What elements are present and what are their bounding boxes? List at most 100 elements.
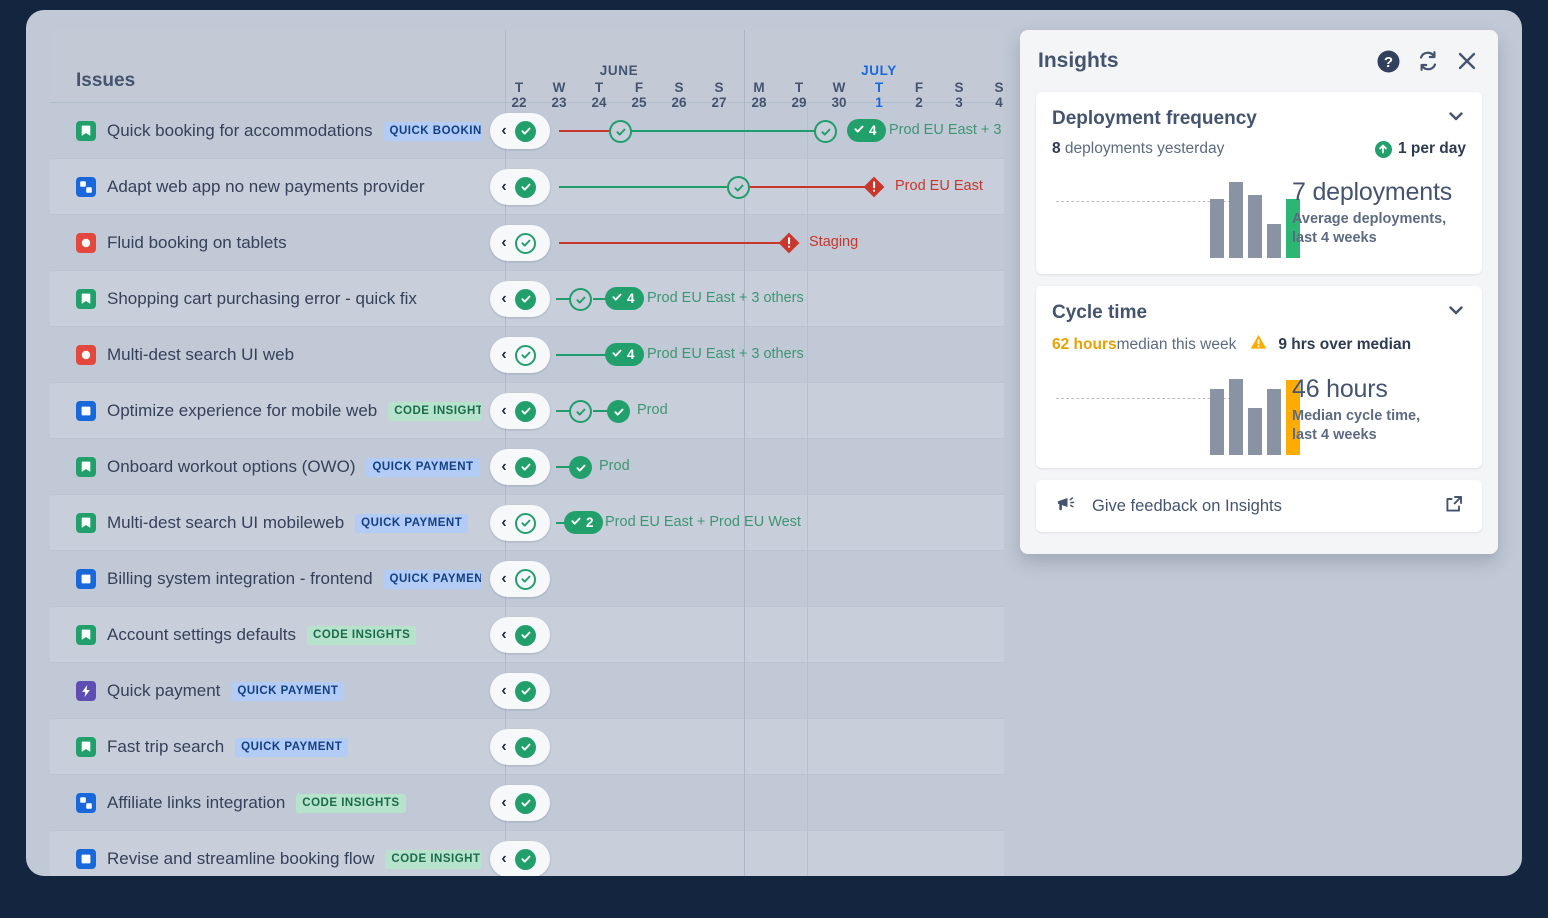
give-feedback-button[interactable]: Give feedback on Insights [1036, 480, 1482, 532]
close-icon[interactable] [1456, 50, 1478, 72]
issue-summary-cell[interactable]: Fluid booking on tablets [50, 215, 481, 271]
card-deployment-frequency[interactable]: Deployment frequency 8 deployments yeste… [1036, 92, 1482, 274]
chevron-left-icon[interactable]: ‹ [501, 570, 507, 587]
issue-bar-pill[interactable]: ‹ [490, 617, 550, 653]
chevron-down-icon[interactable] [1446, 300, 1466, 325]
issue-label-chip[interactable]: QUICK PAYMENT [355, 513, 469, 533]
chevron-left-icon[interactable]: ‹ [501, 682, 507, 699]
timeline-lane: ‹ [481, 607, 1004, 663]
table-row[interactable]: Revise and streamline booking flow CODE I… [50, 831, 1004, 876]
status-done-icon [515, 624, 536, 646]
deployment-marker[interactable] [814, 120, 837, 143]
table-row[interactable]: Billing system integration - frontend QUI… [50, 551, 1004, 607]
external-link-icon[interactable] [1444, 494, 1464, 519]
issue-summary-cell[interactable]: Multi-dest search UI web [50, 327, 481, 383]
chevron-left-icon[interactable]: ‹ [501, 458, 507, 475]
issue-bar-pill[interactable]: ‹ [490, 449, 550, 485]
table-row[interactable]: Quick booking for accommodations QUICK BO… [50, 103, 1004, 159]
refresh-icon[interactable] [1417, 50, 1439, 72]
issue-bar-pill[interactable]: ‹ [490, 729, 550, 765]
sparkline-bar [1248, 195, 1262, 258]
chevron-left-icon[interactable]: ‹ [501, 178, 507, 195]
sparkline-bar [1286, 199, 1300, 258]
sparkline-bar [1210, 199, 1224, 258]
deployment-count-badge[interactable]: 4 [605, 342, 644, 366]
trend-indicator: 1 per day [1374, 140, 1466, 158]
deployment-marker[interactable] [727, 176, 750, 199]
chevron-left-icon[interactable]: ‹ [501, 122, 507, 139]
issue-summary-cell[interactable]: Adapt web app no new payments provider [50, 159, 481, 215]
issue-bar-pill[interactable]: ‹ [490, 393, 550, 429]
chevron-left-icon[interactable]: ‹ [501, 738, 507, 755]
chevron-left-icon[interactable]: ‹ [501, 290, 507, 307]
deployment-marker[interactable] [569, 400, 592, 423]
table-row[interactable]: Fast trip search QUICK PAYMENT ‹ [50, 719, 1004, 775]
issue-summary-cell[interactable]: Account settings defaults CODE INSIGHTS [50, 607, 481, 663]
table-row[interactable]: Shopping cart purchasing error - quick f… [50, 271, 1004, 327]
deployment-count-badge[interactable]: 2 [564, 510, 603, 534]
chevron-left-icon[interactable]: ‹ [501, 514, 507, 531]
issue-bar-pill[interactable]: ‹ [490, 337, 550, 373]
issue-summary-cell[interactable]: Onboard workout options (OWO) QUICK PAYME… [50, 439, 481, 495]
issue-label-chip[interactable]: QUICK PAYMENT [235, 737, 349, 757]
issue-label-chip[interactable]: CODE INSIGHTS [307, 625, 417, 645]
issue-summary-cell[interactable]: Billing system integration - frontend QUI… [50, 551, 481, 607]
table-row[interactable]: Affiliate links integration CODE INSIGHTS… [50, 775, 1004, 831]
table-row[interactable]: Account settings defaults CODE INSIGHTS ‹ [50, 607, 1004, 663]
chevron-down-icon[interactable] [1446, 106, 1466, 131]
deployment-marker[interactable] [609, 120, 632, 143]
card-cycle-time[interactable]: Cycle time 62 hours median this week [1036, 286, 1482, 468]
issue-summary-cell[interactable]: Revise and streamline booking flow CODE I… [50, 831, 481, 876]
chevron-left-icon[interactable]: ‹ [501, 402, 507, 419]
deployment-marker[interactable] [607, 400, 630, 423]
issue-bar-pill[interactable]: ‹ [490, 169, 550, 205]
cycle-time-label: median this week [1116, 335, 1237, 353]
deployment-error-icon[interactable] [777, 231, 801, 255]
issue-title: Revise and streamline booking flow [107, 849, 375, 868]
table-row[interactable]: Adapt web app no new payments provider ‹ P… [50, 159, 1004, 215]
table-row[interactable]: Onboard workout options (OWO) QUICK PAYME… [50, 439, 1004, 495]
chevron-left-icon[interactable]: ‹ [501, 626, 507, 643]
issue-summary-cell[interactable]: Fast trip search QUICK PAYMENT [50, 719, 481, 775]
issue-summary-cell[interactable]: Quick payment QUICK PAYMENT [50, 663, 481, 719]
issue-bar-pill[interactable]: ‹ [490, 113, 550, 149]
issue-label-chip[interactable]: QUICK PAYMENT [366, 457, 480, 477]
issue-summary-cell[interactable]: Quick booking for accommodations QUICK BO… [50, 103, 481, 159]
issue-summary-cell[interactable]: Optimize experience for mobile web CODE I… [50, 383, 481, 439]
chevron-left-icon[interactable]: ‹ [501, 346, 507, 363]
megaphone-icon [1056, 495, 1076, 518]
issue-bar-pill[interactable]: ‹ [490, 841, 550, 876]
table-row[interactable]: Fluid booking on tablets ‹ Staging [50, 215, 1004, 271]
issue-label-chip[interactable]: CODE INSIGHTS [296, 793, 406, 813]
table-row[interactable]: Multi-dest search UI mobileweb QUICK PAYM… [50, 495, 1004, 551]
sparkline-bar [1286, 380, 1300, 455]
issue-bar-pill[interactable]: ‹ [490, 561, 550, 597]
chevron-left-icon[interactable]: ‹ [501, 234, 507, 251]
issue-label-chip[interactable]: QUICK PAYMENT [231, 681, 345, 701]
chevron-left-icon[interactable]: ‹ [501, 850, 507, 867]
issue-label-chip[interactable]: QUICK BOOKING [383, 121, 481, 141]
deployment-marker[interactable] [569, 288, 592, 311]
table-row[interactable]: Optimize experience for mobile web CODE I… [50, 383, 1004, 439]
issue-title: Fast trip search [107, 737, 225, 756]
help-icon[interactable]: ? [1377, 50, 1400, 73]
table-row[interactable]: Multi-dest search UI web ‹ 4 Prod EU East +… [50, 327, 1004, 383]
issue-label-chip[interactable]: CODE INSIGHTS [388, 401, 481, 421]
chevron-left-icon[interactable]: ‹ [501, 794, 507, 811]
issue-bar-pill[interactable]: ‹ [490, 281, 550, 317]
issue-bar-pill[interactable]: ‹ [490, 225, 550, 261]
issue-bar-pill[interactable]: ‹ [490, 505, 550, 541]
issue-summary-cell[interactable]: Affiliate links integration CODE INSIGHTS [50, 775, 481, 831]
issue-summary-cell[interactable]: Multi-dest search UI mobileweb QUICK PAYM… [50, 495, 481, 551]
issue-label-chip[interactable]: CODE INSIGHTS [385, 849, 481, 869]
issue-bar-pill[interactable]: ‹ [490, 673, 550, 709]
deployment-count-badge[interactable]: 4 [605, 286, 644, 310]
deployment-error-icon[interactable] [862, 175, 886, 199]
deployment-count-badge[interactable]: 4 [847, 118, 886, 142]
issue-bar-pill[interactable]: ‹ [490, 785, 550, 821]
issue-summary-cell[interactable]: Shopping cart purchasing error - quick f… [50, 271, 481, 327]
table-row[interactable]: Quick payment QUICK PAYMENT ‹ [50, 663, 1004, 719]
deployment-marker[interactable] [569, 456, 592, 479]
reference-line [1056, 201, 1236, 202]
issue-label-chip[interactable]: QUICK PAYMENT [383, 569, 481, 589]
